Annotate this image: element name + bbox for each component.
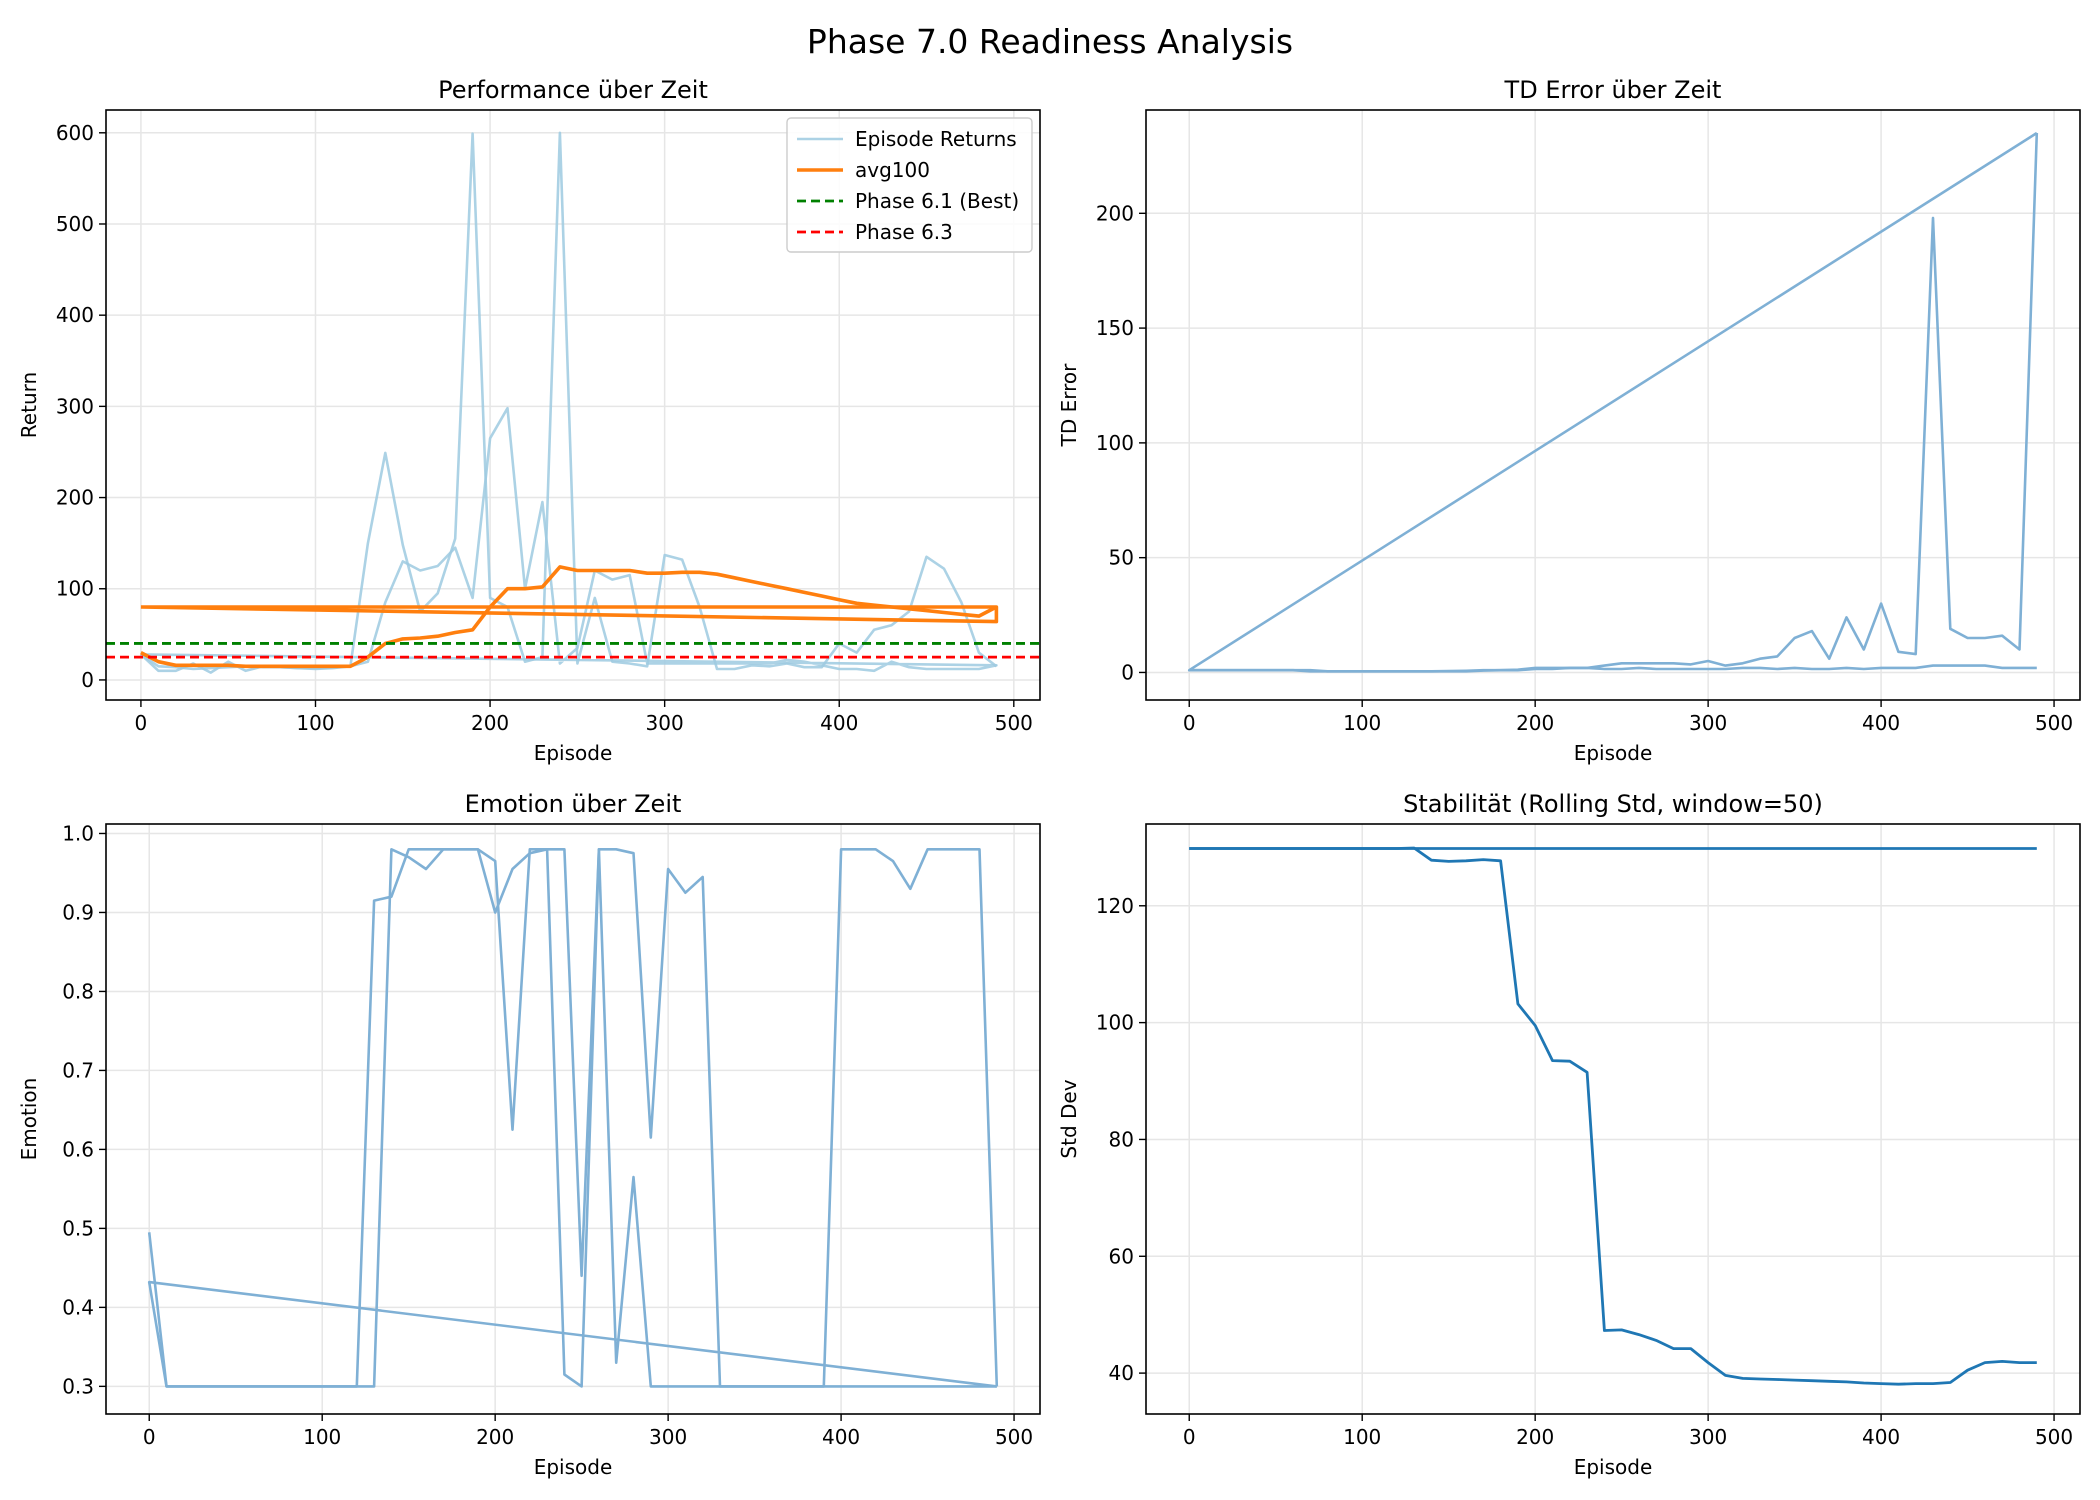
y-tick-label: 500 bbox=[56, 212, 94, 236]
x-axis-label: Episode bbox=[534, 1455, 613, 1479]
y-tick-label: 120 bbox=[1096, 894, 1134, 918]
plot-area bbox=[1189, 846, 2037, 1386]
x-tick-label: 0 bbox=[135, 711, 148, 735]
y-tick-label: 0.5 bbox=[62, 1216, 94, 1240]
plot-area bbox=[106, 131, 1040, 674]
plot-area bbox=[1187, 131, 2039, 673]
x-tick-label: 400 bbox=[822, 1425, 860, 1449]
y-axis-label: Return bbox=[17, 372, 41, 438]
ticks: 0 100 200 300 400 500 0.3 0.4 0.5 0.6 0.7 0.8 0.9 1.0 bbox=[62, 821, 1033, 1449]
y-tick-label: 300 bbox=[56, 394, 94, 418]
y-tick-label: 0.7 bbox=[62, 1058, 94, 1082]
series-line-4 bbox=[140, 605, 999, 624]
plot-area bbox=[147, 847, 999, 1388]
y-tick-label: 600 bbox=[56, 121, 94, 145]
x-tick-label: 200 bbox=[1516, 711, 1554, 735]
grid bbox=[106, 110, 1040, 700]
legend: Episode Returns avg100 Phase 6.1 (Best) Pha… bbox=[786, 117, 1033, 253]
series-line-1 bbox=[1189, 846, 2037, 1386]
x-tick-label: 100 bbox=[296, 711, 334, 735]
subplot-2: 0 100 200 300 400 500 0 50 100 150 200 TD Error übe… bbox=[1057, 76, 2081, 765]
series-line-2 bbox=[140, 406, 998, 673]
x-axis-label: Episode bbox=[534, 741, 613, 765]
x-axis-label: Episode bbox=[1574, 1455, 1653, 1479]
x-tick-label: 300 bbox=[646, 711, 684, 735]
y-tick-label: 200 bbox=[56, 486, 94, 510]
y-tick-label: 50 bbox=[1109, 546, 1134, 570]
axes-frame bbox=[1145, 109, 2081, 701]
y-tick-label: 0.3 bbox=[62, 1374, 94, 1398]
x-tick-label: 500 bbox=[2035, 1425, 2073, 1449]
x-tick-label: 200 bbox=[476, 1425, 514, 1449]
y-axis-label: TD Error bbox=[1057, 363, 1081, 448]
ticks: 0 100 200 300 400 500 40 60 80 100 120 bbox=[1096, 894, 2073, 1449]
legend-box bbox=[786, 117, 1033, 253]
x-tick-label: 0 bbox=[143, 1425, 156, 1449]
ticks: 0 100 200 300 400 500 0 50 100 150 200 bbox=[1096, 201, 2073, 735]
subplot-title: Stabilität (Rolling Std, window=50) bbox=[1403, 790, 1823, 818]
legend-label: Episode Returns bbox=[855, 127, 1017, 151]
ticks: 0 100 200 300 400 500 0 100 200 300 400 500 600 bbox=[56, 121, 1033, 735]
y-tick-label: 0 bbox=[81, 668, 94, 692]
x-tick-label: 500 bbox=[995, 711, 1033, 735]
subplot-title: Emotion über Zeit bbox=[465, 790, 682, 818]
axes-frame bbox=[105, 109, 1041, 701]
y-tick-label: 80 bbox=[1109, 1127, 1134, 1151]
x-tick-label: 300 bbox=[1689, 711, 1727, 735]
axes-frame bbox=[105, 823, 1041, 1415]
series-line-2 bbox=[147, 847, 999, 1388]
grid bbox=[106, 824, 1040, 1414]
y-axis-label: Std Dev bbox=[1057, 1079, 1081, 1158]
grid bbox=[1146, 110, 2080, 700]
y-tick-label: 100 bbox=[56, 577, 94, 601]
subplot-3: 0 100 200 300 400 500 0.3 0.4 0.5 0.6 0.7 0.8 0.9 1.0… bbox=[17, 790, 1041, 1479]
x-tick-label: 500 bbox=[995, 1425, 1033, 1449]
x-tick-label: 300 bbox=[1689, 1425, 1727, 1449]
series-line-2 bbox=[1187, 131, 2038, 673]
x-tick-label: 400 bbox=[820, 711, 858, 735]
axes-frame bbox=[1145, 823, 2081, 1415]
x-tick-label: 400 bbox=[1862, 711, 1900, 735]
x-tick-label: 500 bbox=[2035, 711, 2073, 735]
x-tick-label: 100 bbox=[1343, 1425, 1381, 1449]
y-tick-label: 0.4 bbox=[62, 1295, 94, 1319]
y-tick-label: 40 bbox=[1109, 1361, 1134, 1385]
y-tick-label: 0.9 bbox=[62, 900, 94, 924]
figure-title: Phase 7.0 Readiness Analysis bbox=[806, 22, 1294, 61]
x-tick-label: 400 bbox=[1862, 1425, 1900, 1449]
y-tick-label: 150 bbox=[1096, 316, 1134, 340]
x-tick-label: 300 bbox=[649, 1425, 687, 1449]
series-line-1 bbox=[147, 847, 997, 1388]
x-tick-label: 200 bbox=[471, 711, 509, 735]
y-tick-label: 1.0 bbox=[62, 821, 94, 845]
x-tick-label: 100 bbox=[1343, 711, 1381, 735]
y-axis-label: Emotion bbox=[17, 1078, 41, 1161]
y-tick-label: 0 bbox=[1121, 660, 1134, 684]
x-axis-label: Episode bbox=[1574, 741, 1653, 765]
y-tick-label: 100 bbox=[1096, 431, 1134, 455]
subplot-1: 0 100 200 300 400 500 0 100 200 300 400 500 600 Perfo… bbox=[17, 76, 1041, 765]
subplot-4: 0 100 200 300 400 500 40 60 80 100 120 Stabilität (… bbox=[1057, 790, 2081, 1479]
legend-label: Phase 6.1 (Best) bbox=[855, 189, 1019, 213]
y-tick-label: 60 bbox=[1109, 1244, 1134, 1268]
y-tick-label: 200 bbox=[1096, 201, 1134, 225]
x-tick-label: 0 bbox=[1183, 1425, 1196, 1449]
y-tick-label: 100 bbox=[1096, 1011, 1134, 1035]
series-avg100 bbox=[140, 565, 998, 669]
legend-label: avg100 bbox=[855, 158, 930, 182]
x-tick-label: 100 bbox=[303, 1425, 341, 1449]
legend-label: Phase 6.3 bbox=[855, 220, 953, 244]
grid bbox=[1146, 824, 2080, 1414]
x-tick-label: 0 bbox=[1183, 711, 1196, 735]
y-tick-label: 0.6 bbox=[62, 1137, 94, 1161]
x-tick-label: 200 bbox=[1516, 1425, 1554, 1449]
subplot-title: TD Error über Zeit bbox=[1504, 76, 1722, 104]
subplot-title: Performance über Zeit bbox=[438, 76, 708, 104]
y-tick-label: 0.8 bbox=[62, 979, 94, 1003]
y-tick-label: 400 bbox=[56, 303, 94, 327]
